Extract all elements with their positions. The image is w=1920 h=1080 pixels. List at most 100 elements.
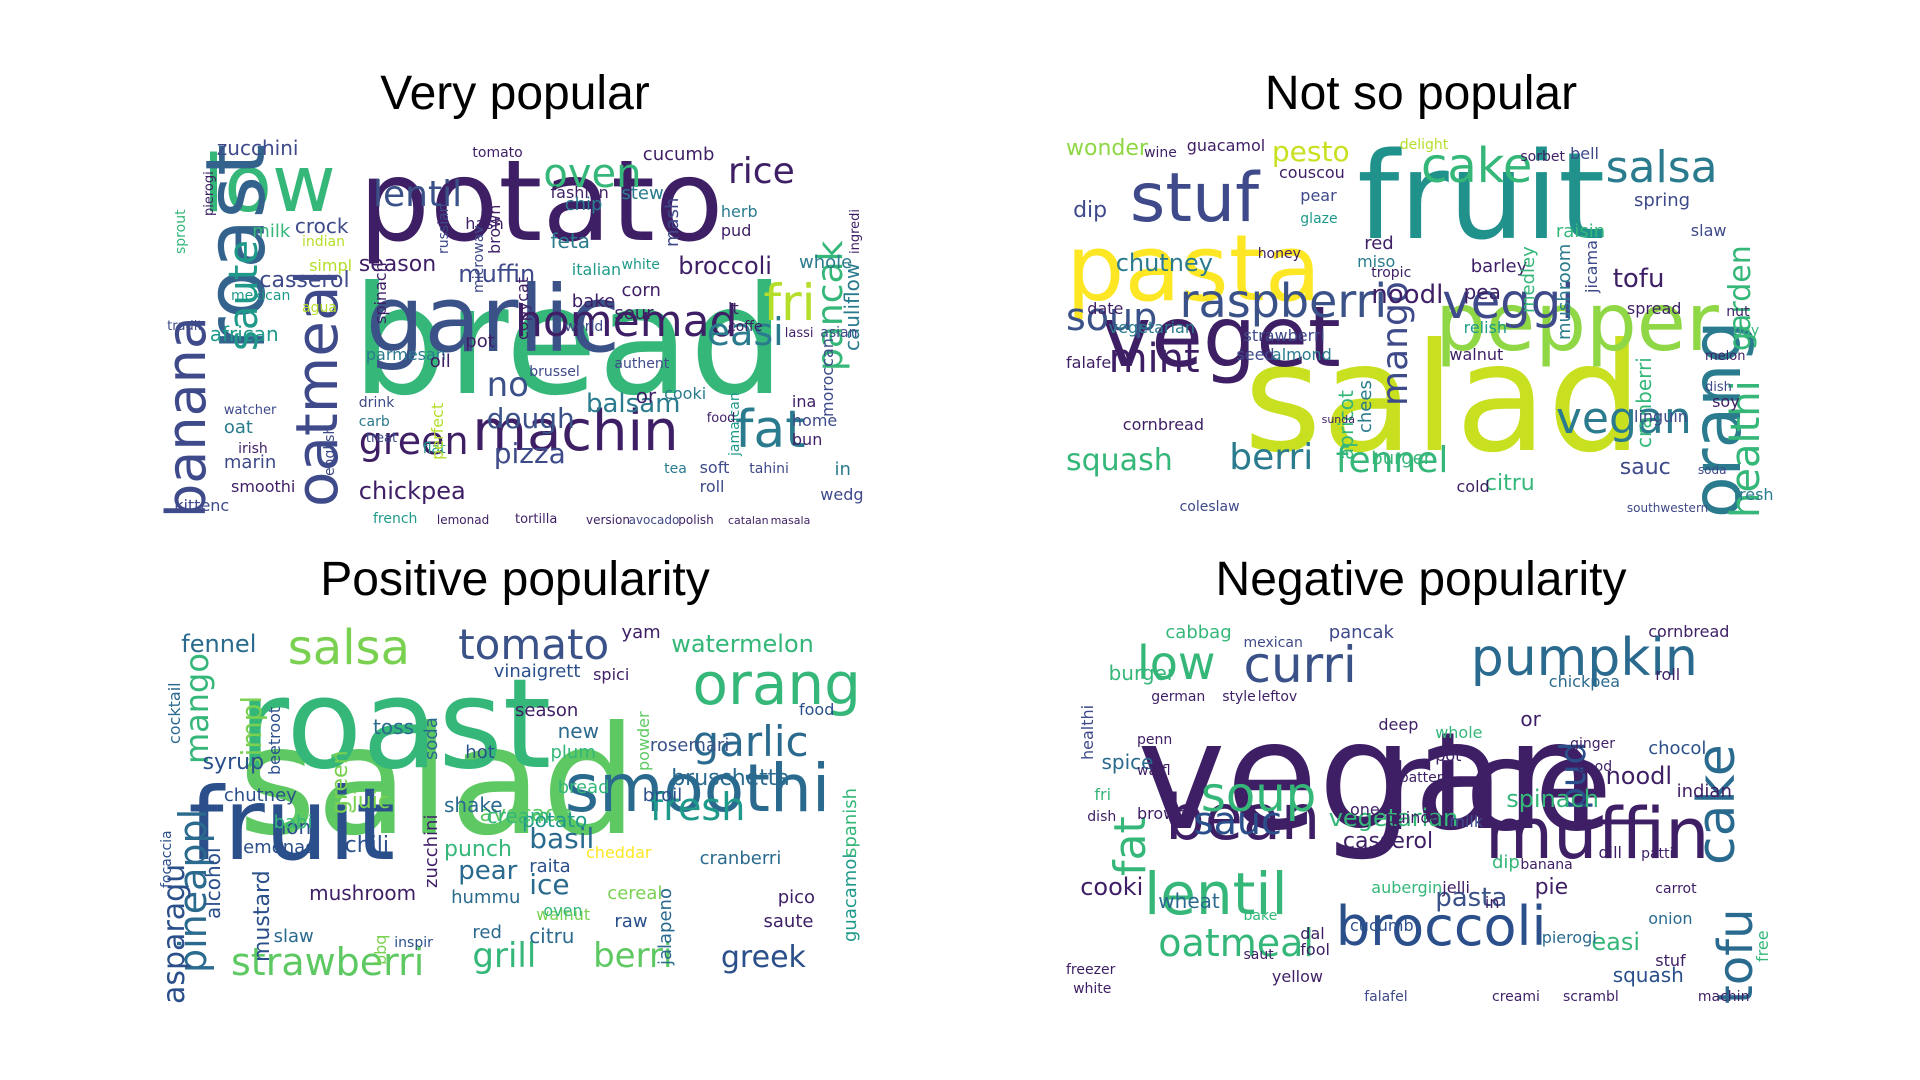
- cloud-word: corn: [621, 279, 661, 301]
- cloud-word: ginger: [1570, 735, 1615, 752]
- cloud-word: cooki: [1080, 873, 1144, 902]
- cloud-word: mexican: [231, 288, 291, 305]
- cloud-word: spinach: [1506, 784, 1599, 813]
- cloud-word: potato: [522, 807, 588, 832]
- cloud-word: world: [564, 319, 604, 336]
- cloud-word: version: [586, 513, 630, 526]
- cloud-word: pepper: [1435, 276, 1719, 370]
- cloud-word: spinach: [371, 262, 390, 325]
- cloud-word: avocado: [479, 801, 573, 827]
- cloud-word: relish: [1463, 318, 1508, 338]
- cloud-word: brussel: [529, 363, 580, 380]
- cloud-word: stew: [621, 182, 664, 204]
- cloud-word: sorbet: [1520, 148, 1565, 165]
- cloud-word: soft: [699, 457, 730, 477]
- cloud-word: grill: [472, 936, 537, 977]
- cloud-word: creami: [1492, 989, 1540, 1006]
- cloud-word: scrambl: [1563, 989, 1619, 1006]
- cloud-word: marin: [223, 451, 277, 473]
- word-cloud: vegan rice muffin bean lentil broccoli curri pu…: [1066, 624, 1776, 1012]
- cloud-word: cake: [1686, 743, 1747, 865]
- cloud-word: bell: [1570, 143, 1599, 163]
- cloud-word: mushroom: [309, 881, 417, 906]
- cloud-word: cranberri: [699, 848, 782, 870]
- cloud-word: kittenc: [174, 496, 230, 516]
- cloud-word: food: [799, 699, 835, 719]
- cloud-word: garlic: [692, 717, 809, 766]
- cloud-word: basil: [529, 821, 595, 855]
- cloud-word: tomato: [458, 624, 610, 669]
- panel-title: Not so popular: [1264, 67, 1578, 120]
- cloud-word: patti: [1641, 845, 1674, 862]
- cloud-word: focaccia: [160, 830, 175, 888]
- cloud-word: broccoli: [1335, 894, 1547, 958]
- cloud-word: or: [1520, 707, 1541, 732]
- cloud-word: food: [706, 411, 736, 427]
- cloud-word: white: [1073, 981, 1112, 998]
- cloud-word: red: [472, 922, 502, 944]
- cloud-word: cornbread: [1122, 414, 1205, 434]
- cloud-word: lentil: [1144, 859, 1288, 928]
- cloud-word: free: [1752, 930, 1772, 962]
- cloud-word: fat: [1104, 816, 1156, 877]
- cloud-word: chocol: [1648, 738, 1707, 760]
- cloud-word: mash: [662, 197, 684, 247]
- cloud-word: guacamol: [1186, 138, 1266, 155]
- cloud-word: feta: [550, 229, 590, 254]
- cloud-word: salsa: [1605, 141, 1718, 193]
- cloud-word: dish: [1705, 380, 1732, 396]
- cloud-word: zucchini: [420, 814, 442, 888]
- cloud-word: wedg: [820, 484, 864, 504]
- cloud-word: cake: [1421, 138, 1533, 194]
- cloud-word: whole: [799, 252, 853, 274]
- cloud-word: strawberri: [1243, 326, 1325, 346]
- cloud-word: juic: [351, 788, 390, 814]
- cloud-word: barley: [1470, 256, 1528, 278]
- panel-title: Negative popularity: [1215, 553, 1627, 606]
- cloud-word: spici: [593, 664, 630, 684]
- cloud-word: seed: [1236, 345, 1275, 365]
- cloud-word: sauc: [1193, 799, 1282, 844]
- word-cloud: salad roast fruit smoothi orang salsa tomato ga…: [160, 624, 870, 1012]
- cloud-word: fool: [1300, 939, 1330, 959]
- cloud-word: banana: [1520, 857, 1573, 874]
- cloud-word: smoothi: [231, 476, 296, 496]
- cloud-word: tropic: [1371, 265, 1412, 282]
- cloud-word: fruit: [188, 766, 396, 884]
- cloud-word: fat: [735, 400, 806, 461]
- cloud-word: almond: [1271, 345, 1332, 365]
- cloud-word: rice: [728, 150, 795, 192]
- cloud-word: non: [273, 815, 312, 840]
- cloud-word: alcohol: [200, 847, 225, 919]
- cloud-word: stuf: [1129, 159, 1260, 239]
- cloud-word: good: [1577, 758, 1613, 775]
- cloud-word: pizza: [493, 436, 566, 470]
- cloud-word: hummu: [451, 887, 521, 909]
- cloud-word: jicama: [1582, 240, 1602, 294]
- cloud-word: low: [202, 139, 336, 230]
- cloud-word: roll: [1655, 664, 1681, 684]
- cloud-word: red: [1364, 233, 1394, 254]
- cloud-word: melon: [1705, 349, 1746, 365]
- cloud-word: walnut: [536, 904, 591, 924]
- cloud-word: russian: [435, 203, 452, 255]
- cloud-word: oatmeal: [1158, 920, 1314, 965]
- cloud-word: salad: [238, 694, 637, 869]
- cloud-word: pie: [1534, 875, 1569, 901]
- cloud-word: greek: [720, 940, 806, 976]
- cloud-word: pot: [1435, 746, 1462, 766]
- cloud-word: balsam: [586, 389, 681, 420]
- cloud-word: waffl: [1137, 762, 1171, 779]
- cloud-word: cocktail: [165, 682, 185, 745]
- cloud-word: soda: [420, 716, 442, 760]
- cloud-word: pea: [1463, 279, 1501, 304]
- cloud-word: squash: [1066, 442, 1173, 478]
- cloud-word: soda: [1697, 462, 1727, 477]
- cloud-word: one: [1350, 800, 1380, 820]
- cloud-word: cucumb: [642, 143, 715, 165]
- cloud-word: brown: [484, 204, 504, 255]
- cloud-word: falafel: [1364, 989, 1408, 1006]
- cloud-word: linguin: [1634, 407, 1688, 427]
- cloud-word: sunda: [1321, 413, 1355, 427]
- cloud-word: fri: [763, 273, 816, 332]
